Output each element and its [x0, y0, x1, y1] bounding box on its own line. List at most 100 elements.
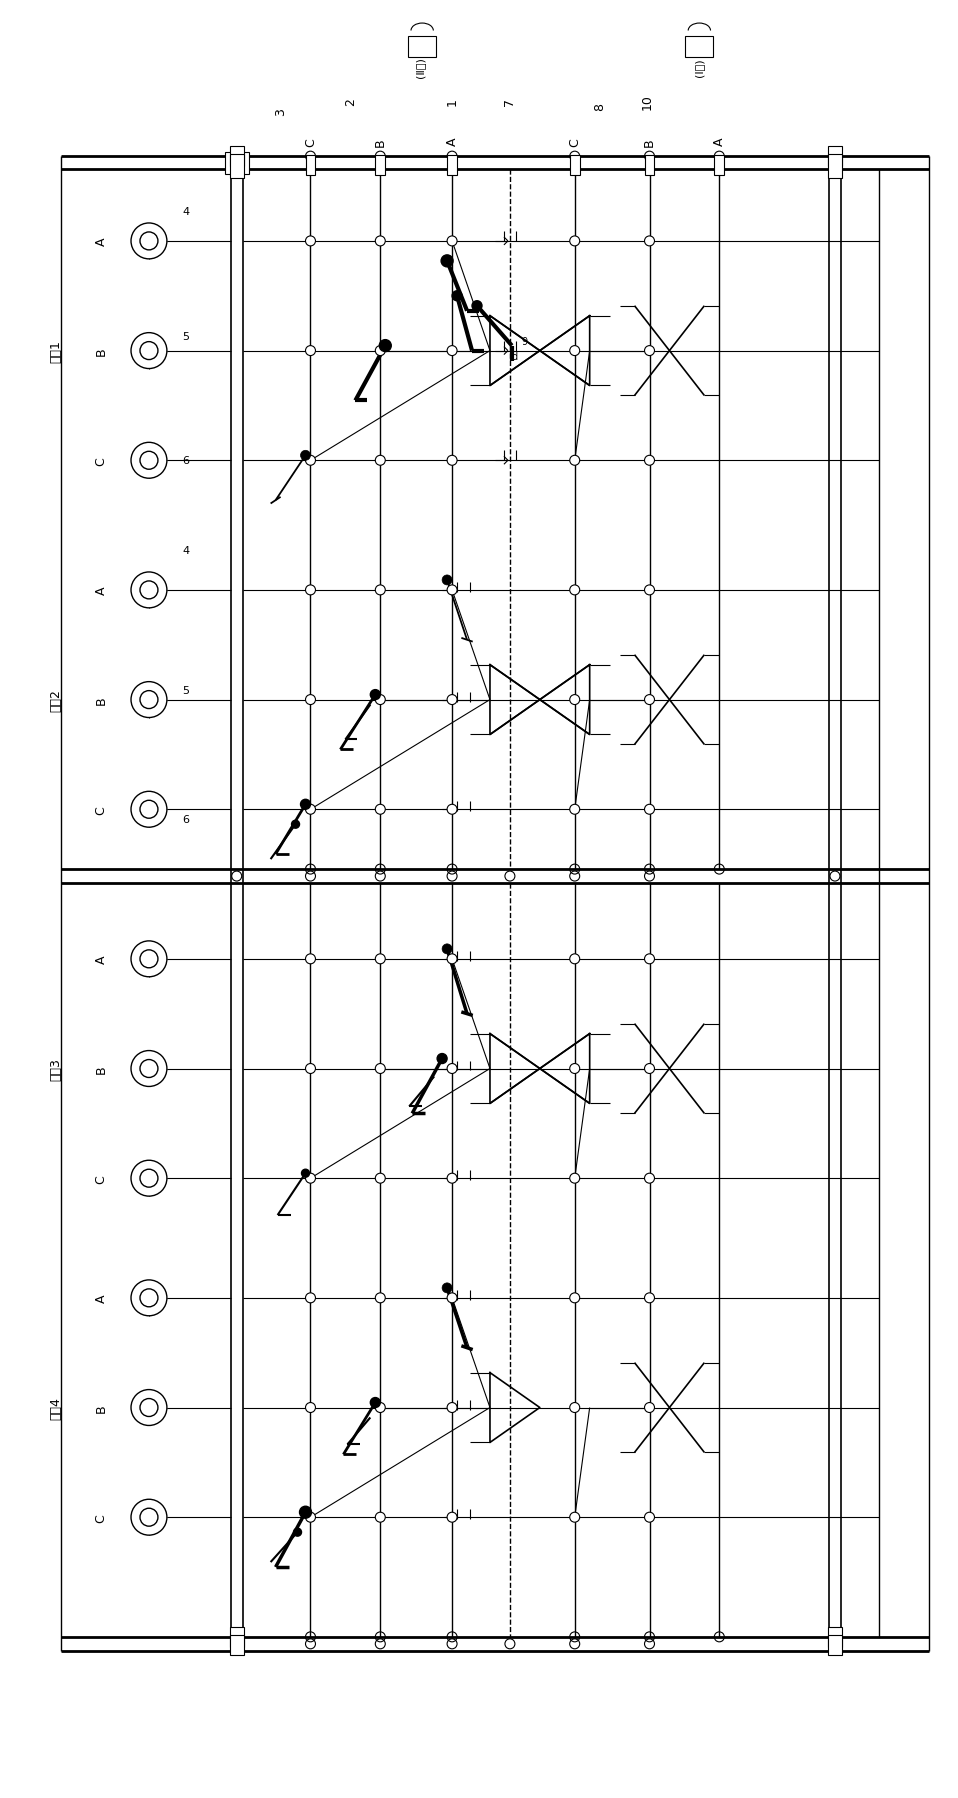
Circle shape [447, 457, 457, 466]
Circle shape [447, 1402, 457, 1413]
Text: B: B [95, 696, 107, 705]
Circle shape [371, 1397, 380, 1408]
Circle shape [376, 806, 385, 814]
Bar [230, 155, 243, 180]
Circle shape [140, 1509, 158, 1527]
Text: C: C [95, 1174, 107, 1183]
Circle shape [376, 457, 385, 466]
Circle shape [306, 1293, 315, 1304]
Circle shape [472, 302, 482, 311]
Circle shape [140, 451, 158, 469]
Text: 出线2: 出线2 [50, 689, 62, 712]
Circle shape [306, 1174, 315, 1183]
Circle shape [645, 347, 654, 356]
Text: A: A [95, 237, 107, 246]
Text: 8: 8 [593, 102, 606, 111]
Text: C: C [95, 806, 107, 814]
Circle shape [442, 575, 452, 586]
Circle shape [570, 1512, 580, 1523]
Circle shape [131, 1052, 167, 1086]
Circle shape [131, 1160, 167, 1196]
Circle shape [570, 806, 580, 814]
Circle shape [645, 457, 654, 466]
Circle shape [645, 1174, 654, 1183]
Circle shape [140, 951, 158, 969]
Circle shape [140, 1399, 158, 1417]
Circle shape [645, 696, 654, 705]
Text: 出线4: 出线4 [50, 1397, 62, 1419]
Circle shape [306, 1512, 315, 1523]
Circle shape [570, 1064, 580, 1073]
Bar [225, 153, 237, 174]
Text: C: C [304, 138, 317, 146]
Bar [230, 1634, 243, 1654]
Circle shape [442, 944, 452, 955]
Circle shape [301, 451, 310, 460]
Circle shape [131, 333, 167, 369]
Text: (Ⅰ图): (Ⅰ图) [695, 58, 704, 77]
Circle shape [376, 1512, 385, 1523]
Circle shape [306, 586, 315, 595]
Circle shape [131, 223, 167, 259]
Circle shape [645, 1402, 654, 1413]
Bar [570, 156, 580, 176]
Circle shape [447, 1293, 457, 1304]
Circle shape [131, 1500, 167, 1535]
Bar [685, 36, 714, 58]
Circle shape [447, 955, 457, 964]
Circle shape [306, 806, 315, 814]
Bar [715, 156, 724, 176]
Circle shape [447, 586, 457, 595]
Circle shape [131, 942, 167, 978]
Circle shape [376, 237, 385, 246]
Circle shape [140, 1169, 158, 1187]
Circle shape [645, 1064, 654, 1073]
Circle shape [140, 342, 158, 360]
Circle shape [452, 291, 462, 302]
Circle shape [645, 586, 654, 595]
Bar [828, 147, 842, 167]
Text: C: C [95, 1512, 107, 1521]
Circle shape [140, 1289, 158, 1307]
Circle shape [570, 347, 580, 356]
Text: 出线1: 出线1 [50, 340, 62, 363]
Circle shape [437, 1054, 447, 1064]
Circle shape [131, 442, 167, 478]
Circle shape [570, 1293, 580, 1304]
Text: 出线3: 出线3 [50, 1057, 62, 1081]
Circle shape [376, 347, 385, 356]
Circle shape [306, 955, 315, 964]
Circle shape [376, 696, 385, 705]
Circle shape [447, 806, 457, 814]
Bar [828, 155, 842, 180]
Text: 5: 5 [182, 685, 190, 696]
Circle shape [306, 1402, 315, 1413]
Text: 9: 9 [522, 336, 528, 347]
Bar [447, 156, 457, 176]
Circle shape [301, 800, 310, 809]
Circle shape [306, 237, 315, 246]
Text: 10: 10 [641, 93, 654, 110]
Text: A: A [95, 1295, 107, 1302]
Circle shape [140, 800, 158, 818]
Bar [237, 153, 249, 174]
Circle shape [371, 690, 380, 699]
Circle shape [570, 1402, 580, 1413]
Text: A: A [95, 955, 107, 964]
Text: B: B [95, 1064, 107, 1073]
Text: 7: 7 [503, 99, 516, 106]
Circle shape [442, 1284, 452, 1293]
Circle shape [140, 690, 158, 708]
Text: 6: 6 [182, 814, 190, 825]
Circle shape [293, 1528, 302, 1535]
Bar [376, 156, 385, 176]
Text: 3: 3 [274, 108, 287, 117]
Circle shape [140, 232, 158, 250]
Circle shape [645, 1512, 654, 1523]
Circle shape [306, 457, 315, 466]
Circle shape [645, 1293, 654, 1304]
Circle shape [376, 955, 385, 964]
Text: B: B [374, 138, 387, 146]
Circle shape [131, 1280, 167, 1316]
Circle shape [131, 681, 167, 717]
